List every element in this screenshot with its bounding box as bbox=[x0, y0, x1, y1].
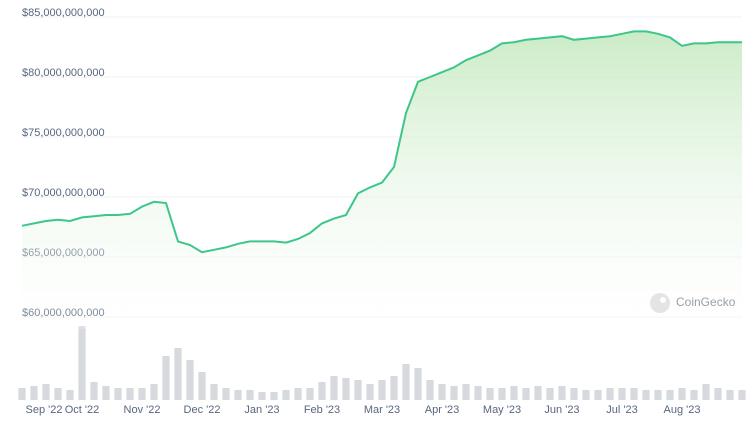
y-tick-label: $85,000,000,000 bbox=[22, 7, 105, 19]
volume-bar bbox=[414, 368, 422, 400]
volume-bar bbox=[594, 390, 602, 400]
x-tick-label: Jul '23 bbox=[606, 404, 637, 416]
watermark-text: CoinGecko bbox=[676, 295, 736, 309]
volume-bar bbox=[726, 390, 734, 400]
x-tick-label: Jan '23 bbox=[244, 404, 279, 416]
watermark-logo-eye bbox=[660, 297, 666, 303]
volume-bar bbox=[18, 388, 26, 400]
volume-bar bbox=[270, 392, 278, 400]
volume-bar bbox=[294, 388, 302, 400]
volume-bar bbox=[66, 390, 74, 400]
volume-bar bbox=[126, 388, 134, 400]
volume-bar bbox=[714, 388, 722, 400]
x-tick-label: Dec '22 bbox=[184, 404, 221, 416]
volume-bar bbox=[234, 390, 242, 400]
volume-bar bbox=[474, 386, 482, 400]
y-tick-label: $75,000,000,000 bbox=[22, 127, 105, 139]
area bbox=[22, 31, 742, 330]
x-tick-label: Feb '23 bbox=[304, 404, 340, 416]
volume-bar bbox=[246, 390, 254, 400]
volume-bar bbox=[318, 382, 326, 400]
volume-bar bbox=[102, 386, 110, 400]
volume-bar bbox=[702, 384, 710, 400]
volume-bar bbox=[666, 390, 674, 400]
volume-bar bbox=[90, 382, 98, 400]
x-tick-label: Mar '23 bbox=[364, 404, 400, 416]
x-tick-label: Oct '22 bbox=[65, 404, 100, 416]
x-tick-label: Sep '22 bbox=[26, 404, 63, 416]
volume-bar bbox=[42, 384, 50, 400]
volume-bar bbox=[582, 390, 590, 400]
x-tick-label: Apr '23 bbox=[425, 404, 460, 416]
volume-bar bbox=[522, 388, 530, 400]
volume-bar bbox=[222, 388, 230, 400]
volume-bar bbox=[450, 386, 458, 400]
volume-bar bbox=[186, 360, 194, 400]
volume-bar bbox=[690, 390, 698, 400]
volume-bar bbox=[486, 388, 494, 400]
volume-bar bbox=[738, 390, 746, 400]
watermark-logo bbox=[650, 293, 670, 313]
x-tick-label: Nov '22 bbox=[124, 404, 161, 416]
volume-bar bbox=[330, 376, 338, 400]
y-tick-label: $70,000,000,000 bbox=[22, 187, 105, 199]
volume-bar bbox=[198, 372, 206, 400]
volume-bar bbox=[642, 390, 650, 400]
volume-bar bbox=[606, 388, 614, 400]
x-tick-label: Jun '23 bbox=[544, 404, 579, 416]
volume-bar bbox=[78, 326, 86, 400]
volume-bar bbox=[210, 384, 218, 400]
volume-bar bbox=[378, 380, 386, 400]
volume-bar bbox=[354, 380, 362, 400]
volume-bar bbox=[258, 392, 266, 400]
line bbox=[21, 30, 742, 254]
volume-bar bbox=[162, 356, 170, 400]
volume-bar bbox=[54, 388, 62, 400]
volume-bar bbox=[510, 386, 518, 400]
volume-bar bbox=[618, 388, 626, 400]
volume-bar bbox=[30, 386, 38, 400]
volume-bar bbox=[462, 384, 470, 400]
volume-bar bbox=[654, 390, 662, 400]
volume-bar bbox=[174, 348, 182, 400]
volume-bar bbox=[114, 388, 122, 400]
volume-bar bbox=[282, 390, 290, 400]
volume-bar bbox=[438, 384, 446, 400]
volume-bar bbox=[342, 378, 350, 400]
volume-bar bbox=[546, 388, 554, 400]
volume-bar bbox=[426, 380, 434, 400]
volume-bar bbox=[150, 384, 158, 400]
volume-bar bbox=[678, 388, 686, 400]
volume-bar bbox=[498, 388, 506, 400]
y-tick-label: $80,000,000,000 bbox=[22, 67, 105, 79]
volume-bar bbox=[366, 384, 374, 400]
watermark: CoinGecko bbox=[650, 293, 736, 313]
volume-bar bbox=[558, 386, 566, 400]
volume-bar bbox=[138, 388, 146, 400]
x-tick-label: Aug '23 bbox=[664, 404, 701, 416]
volume-bar bbox=[402, 364, 410, 400]
volume-bar bbox=[630, 388, 638, 400]
volume-bar bbox=[390, 376, 398, 400]
volume-bar bbox=[570, 388, 578, 400]
x-tick-label: May '23 bbox=[483, 404, 521, 416]
volume-bar bbox=[534, 386, 542, 400]
volume-bar bbox=[306, 388, 314, 400]
